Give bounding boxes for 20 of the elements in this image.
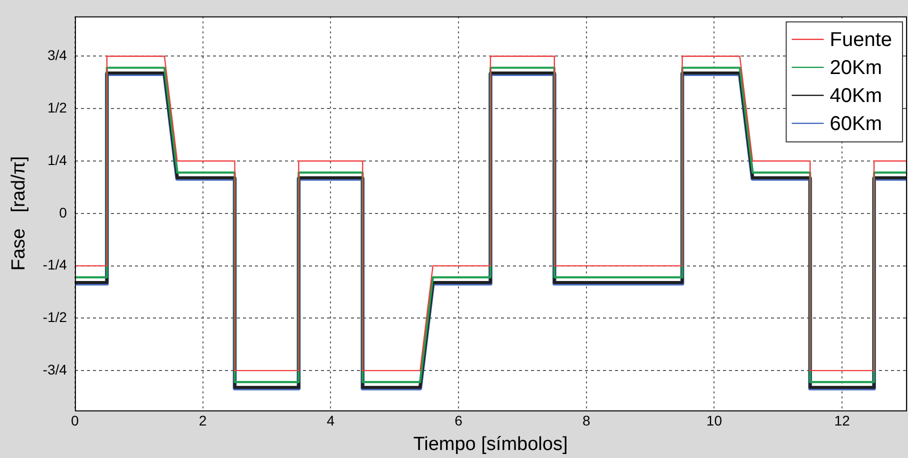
- y-tick-label: 3/4: [47, 47, 68, 64]
- legend-label: 40Km: [830, 84, 882, 107]
- legend-label: Fuente: [830, 28, 892, 51]
- y-tick-label: 1/2: [47, 99, 68, 116]
- y-tick-label: 1/4: [47, 152, 68, 168]
- y-tick-label: -1/4: [42, 256, 68, 273]
- legend-label: 60Km: [830, 112, 882, 135]
- legend-label: 20Km: [830, 56, 882, 79]
- x-tick-label: 8: [582, 412, 590, 429]
- x-tick-label: 4: [326, 412, 335, 429]
- x-tick-label: 0: [71, 412, 80, 429]
- y-axis-title: Fase [rad/π]: [8, 156, 30, 271]
- x-tick-label: 2: [198, 412, 207, 429]
- x-axis-title: Tiempo [símbolos]: [413, 434, 568, 455]
- x-tick-label: 10: [706, 412, 722, 429]
- y-tick-label: -3/4: [42, 361, 68, 378]
- y-tick-label: -1/2: [42, 309, 68, 326]
- y-tick-label: 0: [59, 204, 68, 220]
- x-tick-label: 12: [834, 412, 850, 429]
- x-tick-label: 6: [454, 412, 463, 429]
